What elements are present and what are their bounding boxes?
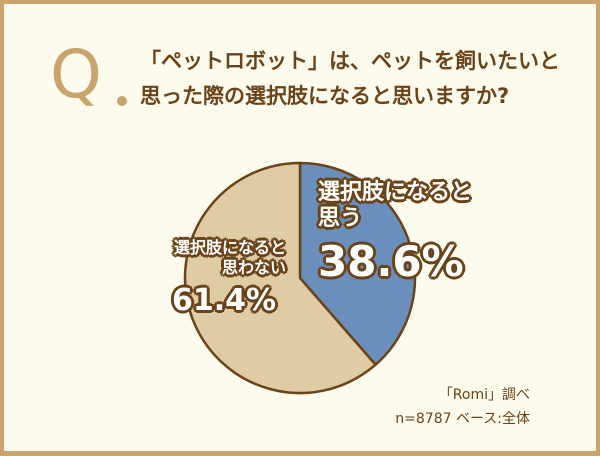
source-line1: 「Romi」調べ xyxy=(438,387,530,403)
label-yes-percent: 38.6% xyxy=(318,237,464,286)
label-yes-line1: 選択肢になると xyxy=(318,180,473,205)
label-no-percent: 61.4% xyxy=(172,283,277,318)
q-dot xyxy=(117,96,127,106)
q-mark: Q xyxy=(50,36,102,113)
label-no-line2: 思わない xyxy=(221,258,286,277)
label-yes-line2: 思う xyxy=(318,206,363,231)
pie-slice-1 xyxy=(183,161,377,395)
source-note: 「Romi」調べ n=8787 ベース:全体 xyxy=(395,383,530,431)
pie-slice-0 xyxy=(298,161,417,366)
label-yes: 選択肢になると 思う xyxy=(318,180,472,232)
label-no-line1: 選択肢になると xyxy=(173,238,286,257)
source-line2: n=8787 ベース:全体 xyxy=(395,411,530,427)
label-no: 選択肢になると 思わない xyxy=(170,238,286,278)
question-text: 「ペットロボット」は、ペットを飼いたいと思った際の選択肢になると思いますか? xyxy=(140,49,560,108)
